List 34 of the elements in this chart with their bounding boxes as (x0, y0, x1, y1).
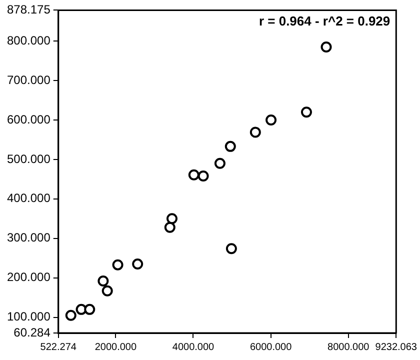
point (224, 140, 236, 152)
y-tick-label: 60.284 (14, 325, 51, 340)
annotation: r = 0.964 - r^2 = 0.929 (258, 13, 390, 28)
x-tick-label: 8000.000 (328, 342, 370, 353)
y-tick-label: 878.175 (6, 2, 51, 17)
point (65, 310, 76, 321)
point (164, 222, 176, 233)
y-tick-label: 700.000 (6, 72, 51, 87)
point (188, 169, 200, 180)
point (132, 258, 144, 270)
x-tick-label: 522.274 (40, 342, 77, 353)
point (166, 213, 178, 224)
point (320, 41, 332, 52)
x-tick-label: 2000.000 (94, 342, 137, 353)
point (226, 243, 237, 254)
point (98, 276, 109, 287)
y-tick-label: 100.000 (6, 310, 51, 324)
point (266, 114, 277, 126)
x-tick-label: 9232.063 (375, 342, 418, 353)
point (214, 158, 226, 169)
point (112, 259, 124, 270)
y-tick-label: 600.000 (6, 112, 51, 126)
y-tick-label: 800.000 (6, 33, 51, 48)
point (250, 126, 261, 138)
y-tick-label: 500.000 (6, 152, 51, 166)
point (84, 304, 96, 315)
point (198, 170, 209, 182)
x-tick-label: 6000.000 (250, 342, 292, 353)
x-tick-label: 4000.000 (172, 342, 215, 353)
point (102, 285, 113, 296)
y-tick-label: 200.000 (6, 270, 51, 284)
y-tick-label: 400.000 (6, 191, 51, 206)
y-tick-label: 300.000 (6, 230, 51, 245)
point (300, 106, 312, 118)
